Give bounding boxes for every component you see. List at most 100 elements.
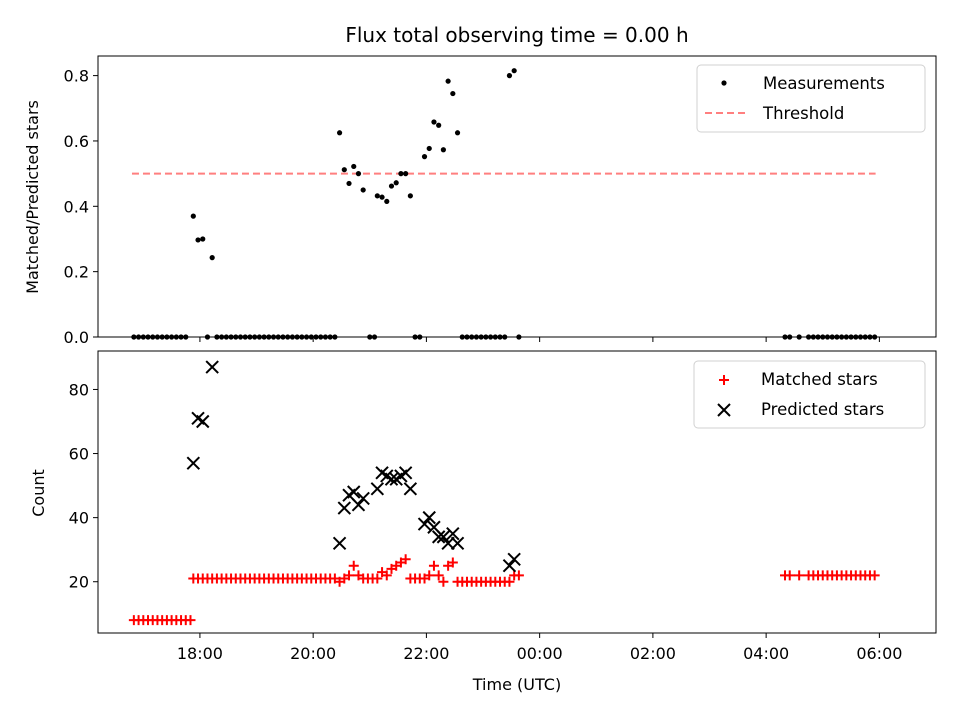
measurement-point xyxy=(228,334,234,340)
matched-star-point xyxy=(504,576,515,587)
matched-star-point xyxy=(438,576,449,587)
measurement-point xyxy=(436,122,442,128)
measurement-point xyxy=(173,334,179,340)
bottom-x-tick-label: 00:00 xyxy=(517,644,563,663)
predicted-star-point xyxy=(186,456,201,470)
measurement-point xyxy=(322,334,329,340)
measurement-point xyxy=(787,334,793,340)
bottom-y-tick-label: 60 xyxy=(69,445,89,464)
measurement-point xyxy=(867,334,873,340)
predicted-star-point xyxy=(347,485,361,499)
predicted-star-point xyxy=(436,530,451,544)
top-plot: 0.0 0.2 0.4 0.6 0.8 Measurements Threshold xyxy=(64,55,937,347)
matched-star-point xyxy=(428,560,439,571)
measurement-point xyxy=(247,334,253,340)
measurement-point xyxy=(270,334,277,340)
measurement-point xyxy=(178,334,184,340)
measurement-point xyxy=(839,334,845,340)
measurement-point xyxy=(492,334,498,340)
measurement-point xyxy=(237,334,244,340)
predicted-star-point xyxy=(332,536,347,550)
measurement-point xyxy=(473,334,480,340)
chart-title: Flux total observing time = 0.00 h xyxy=(345,23,688,47)
matched-star-point xyxy=(784,570,795,581)
measurement-point xyxy=(169,334,175,340)
top-y-tick-label: 0.2 xyxy=(64,263,89,282)
predicted-star-point xyxy=(370,482,385,496)
measurement-point xyxy=(379,194,385,200)
bottom-axes-frame xyxy=(97,350,937,634)
measurement-point xyxy=(853,334,859,340)
matched-star-point xyxy=(348,560,359,571)
measurement-point xyxy=(360,187,366,193)
measurement-point xyxy=(440,147,446,153)
top-legend xyxy=(696,64,926,133)
predicted-star-point xyxy=(337,501,352,515)
matched-star-point xyxy=(424,570,435,581)
measurement-point xyxy=(810,334,816,340)
measurement-point xyxy=(242,334,248,340)
measurement-point xyxy=(815,334,821,340)
measurement-point xyxy=(150,334,156,340)
predicted-star-point xyxy=(417,517,432,531)
measurement-point xyxy=(824,334,831,340)
measurement-point xyxy=(782,334,788,340)
measurement-point xyxy=(289,334,296,340)
measurement-point xyxy=(374,193,380,199)
measurement-point xyxy=(336,130,343,136)
measurement-point xyxy=(398,171,404,177)
measurement-point xyxy=(313,334,319,340)
matched-star-point xyxy=(381,570,392,581)
bottom-y-tick-label: 80 xyxy=(69,380,89,399)
measurement-point xyxy=(843,334,849,340)
measurement-point xyxy=(219,334,225,340)
measurement-point xyxy=(285,334,291,340)
bottom-x-tick-label: 04:00 xyxy=(743,644,789,663)
bottom-legend xyxy=(693,360,926,429)
measurement-point xyxy=(303,334,310,340)
measurement-point xyxy=(131,334,137,340)
predicted-star-point xyxy=(351,498,366,512)
measurement-point xyxy=(261,334,267,340)
predicted-star-point xyxy=(502,558,517,573)
measurement-point xyxy=(483,334,489,340)
measurement-point xyxy=(266,334,272,340)
legend-measurements-label: Measurements xyxy=(763,74,885,93)
predicted-star-point xyxy=(398,466,413,480)
measurement-point xyxy=(857,334,864,340)
bottom-x-tick-label: 22:00 xyxy=(403,644,449,663)
measurement-point xyxy=(417,334,423,340)
measurement-point xyxy=(346,180,352,187)
predicted-star-point xyxy=(205,360,219,374)
measurement-point xyxy=(431,119,437,125)
legend-measurements-marker xyxy=(721,80,727,86)
matched-star-point xyxy=(344,570,355,581)
measurement-point xyxy=(820,334,826,340)
measurement-point xyxy=(412,334,418,340)
predicted-star-point xyxy=(356,491,370,506)
bottom-y-tick-label: 20 xyxy=(69,573,89,592)
matched-star-point xyxy=(185,615,196,626)
matched-star-point xyxy=(372,573,383,584)
measurement-point xyxy=(796,334,802,340)
measurement-point xyxy=(332,334,338,340)
measurement-point xyxy=(318,334,324,340)
top-y-axis-label: Matched/Predicted stars xyxy=(23,100,42,294)
bottom-y-tick-label: 40 xyxy=(69,509,89,528)
measurement-point xyxy=(159,334,165,340)
measurement-point xyxy=(204,334,211,340)
measurement-point xyxy=(183,334,189,340)
predicted-star-point xyxy=(441,536,455,550)
measurement-point xyxy=(464,334,470,340)
predicted-star-point xyxy=(507,552,521,567)
measurement-point xyxy=(280,334,286,340)
predicted-star-point xyxy=(431,530,446,544)
measurement-point xyxy=(487,334,494,340)
measurement-point xyxy=(862,334,868,340)
matched-star-point xyxy=(869,570,880,581)
bottom-plot: 18:00 20:00 22:00 00:00 02:00 04:00 06:00 20 40 6… xyxy=(69,350,937,663)
measurement-point xyxy=(388,183,395,189)
matched-star-point xyxy=(400,554,411,565)
top-y-tick-label: 0.4 xyxy=(64,197,89,216)
measurement-point xyxy=(256,334,262,340)
